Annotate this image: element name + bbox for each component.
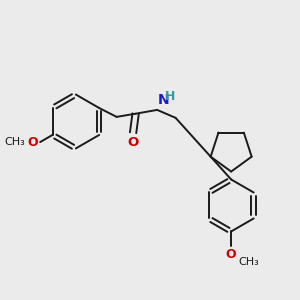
Text: O: O: [128, 136, 139, 149]
Text: O: O: [28, 136, 38, 148]
Text: H: H: [165, 90, 175, 103]
Text: CH₃: CH₃: [4, 137, 25, 147]
Text: N: N: [158, 93, 170, 107]
Text: O: O: [226, 248, 236, 261]
Text: CH₃: CH₃: [238, 257, 259, 267]
